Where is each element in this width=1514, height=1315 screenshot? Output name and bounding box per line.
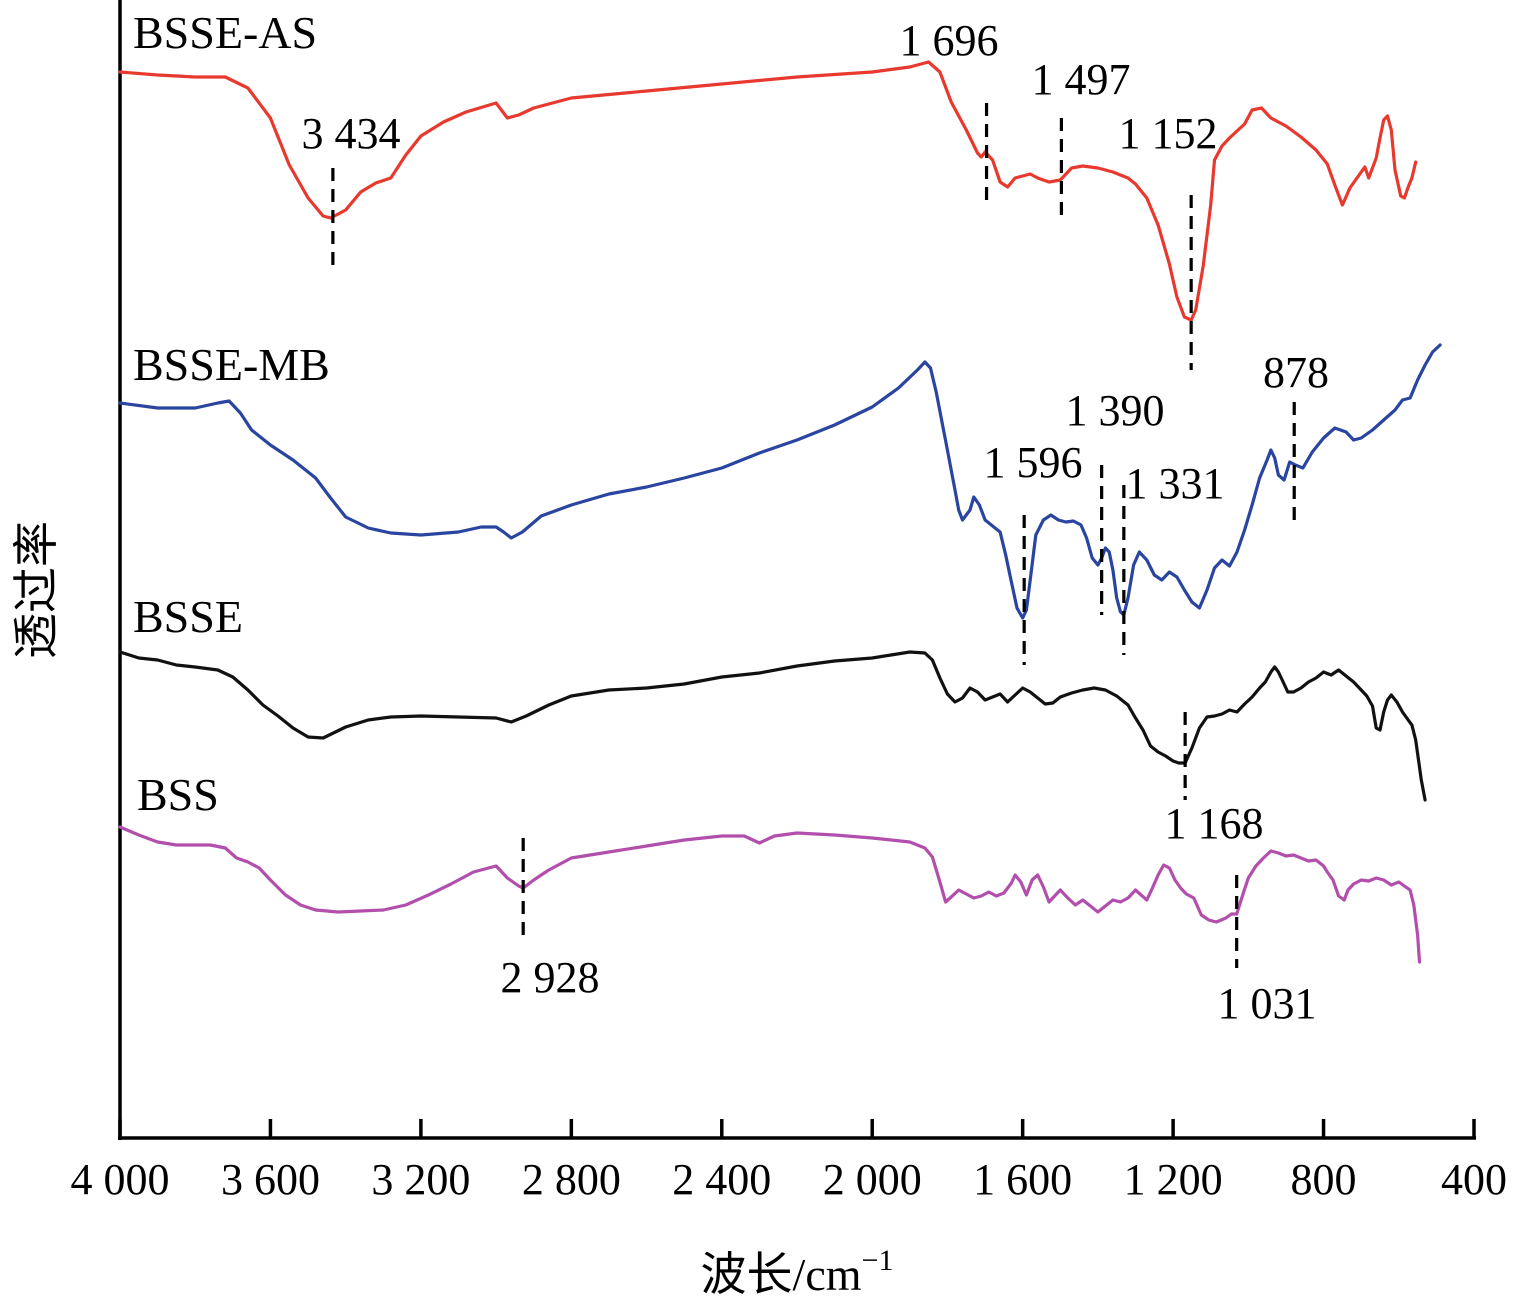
x-tick-label: 1 600 xyxy=(973,1155,1072,1204)
series-label-bsse-mb: BSSE-MB xyxy=(133,339,330,390)
series-label-bsse: BSSE xyxy=(133,591,243,642)
peak-label: 1 596 xyxy=(984,438,1083,487)
series-line-bsse-as xyxy=(118,60,1418,322)
peak-label: 1 390 xyxy=(1066,386,1165,435)
series-line-bsse-mb xyxy=(118,343,1442,620)
x-tick-label: 3 600 xyxy=(221,1155,320,1204)
x-tick-label: 800 xyxy=(1291,1155,1357,1204)
x-axis-title-superscript: −1 xyxy=(862,1244,894,1277)
annotation-group xyxy=(331,103,1296,968)
series-line-bsse xyxy=(118,650,1427,802)
peak-label: 1 497 xyxy=(1032,55,1131,104)
x-tick-label: 1 200 xyxy=(1124,1155,1223,1204)
peak-label: 1 168 xyxy=(1165,799,1264,848)
x-axis-title: 波长/cm−1 xyxy=(701,1244,894,1300)
x-tick-label: 2 000 xyxy=(823,1155,922,1204)
x-tick-label: 2 800 xyxy=(522,1155,621,1204)
peak-label: 1 152 xyxy=(1119,109,1218,158)
peak-label: 3 434 xyxy=(302,109,401,158)
x-tick-label: 400 xyxy=(1441,1155,1507,1204)
peak-label: 1 331 xyxy=(1126,459,1225,508)
series-label-bss: BSS xyxy=(137,769,219,820)
peak-label: 878 xyxy=(1263,348,1329,397)
x-tick-label: 3 200 xyxy=(371,1155,470,1204)
x-tick-label: 4 000 xyxy=(71,1155,170,1204)
x-tick-label: 2 400 xyxy=(672,1155,771,1204)
peak-label: 1 031 xyxy=(1218,979,1317,1028)
x-ticks: 4 000 3 600 3 200 2 800 2 400 2 000 1 600 1 200… xyxy=(71,1119,1507,1204)
series-label-bsse-as: BSSE-AS xyxy=(133,7,317,58)
peak-label: 2 928 xyxy=(501,953,600,1002)
peak-label: 1 696 xyxy=(900,16,999,65)
series-group xyxy=(118,60,1442,964)
y-axis-title: 透过率 xyxy=(11,521,62,659)
series-line-bss xyxy=(118,825,1422,964)
series-labels: BSSE-AS BSSE-MB BSSE BSS xyxy=(133,7,330,820)
